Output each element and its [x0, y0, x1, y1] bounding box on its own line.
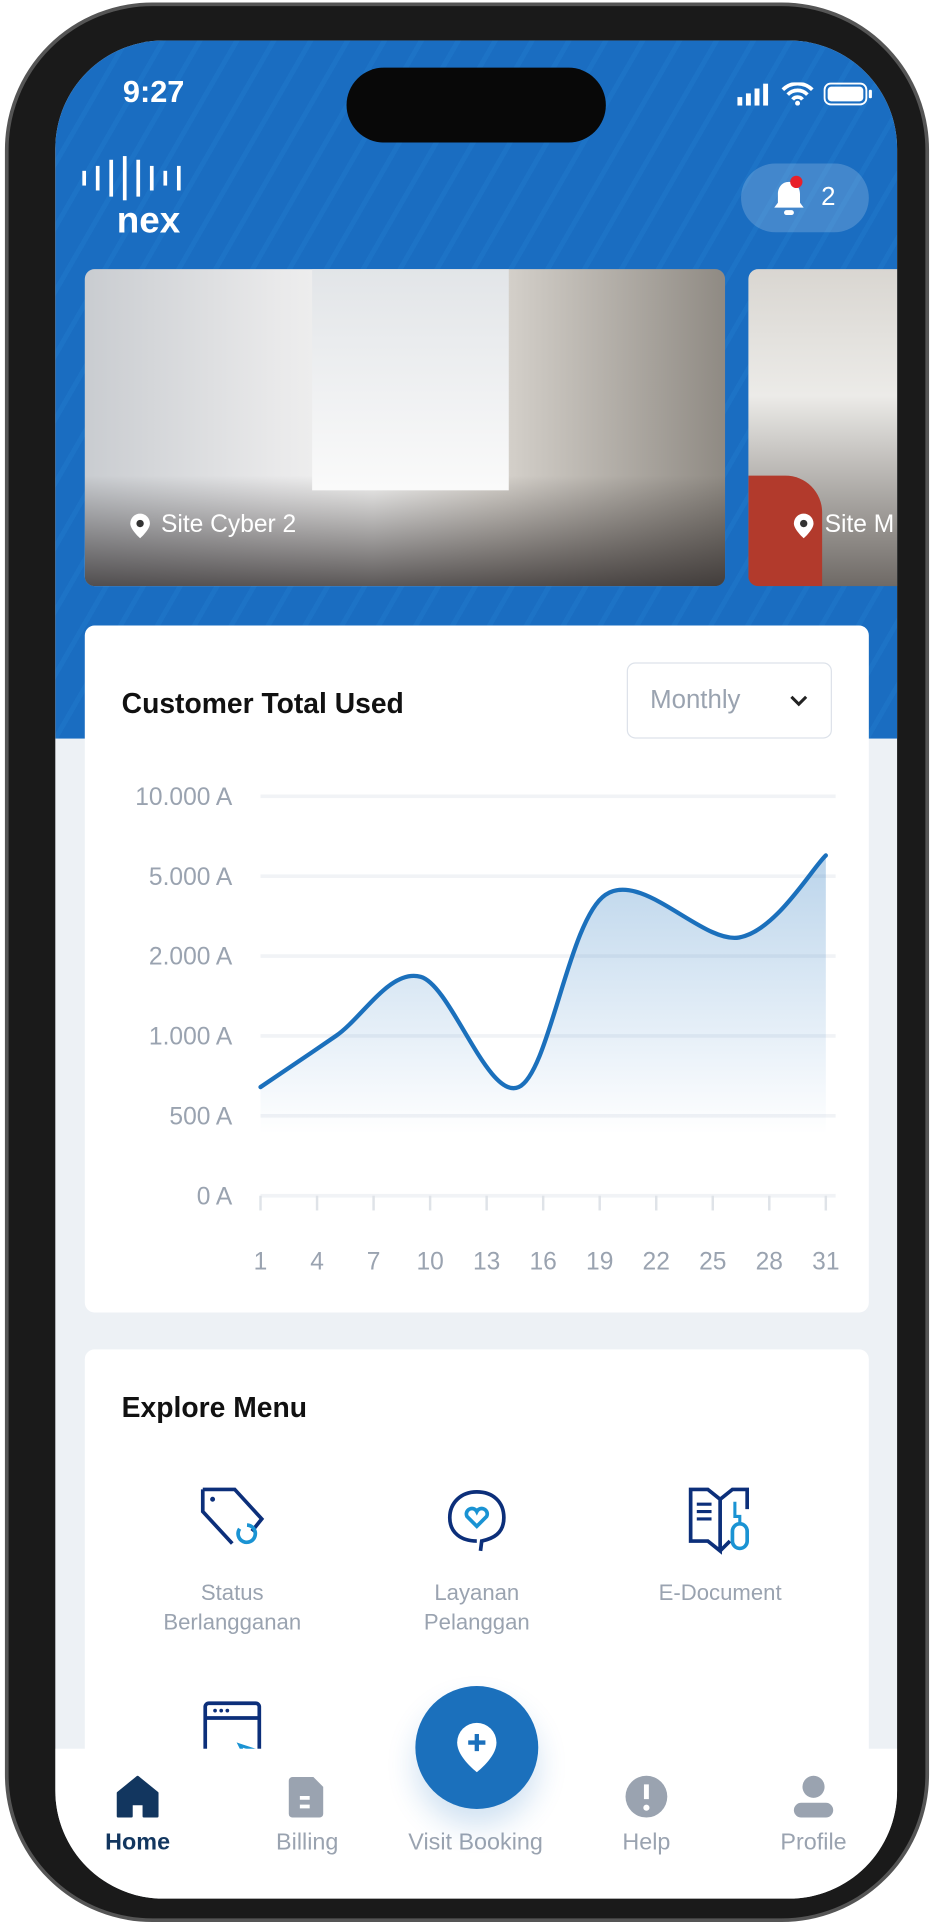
x-tick-label: 19 [586, 1248, 613, 1275]
location-pin-icon [793, 513, 814, 538]
site-label: Site M [824, 511, 895, 539]
series-line [258, 853, 828, 1091]
period-select[interactable]: Monthly [626, 662, 832, 739]
signal-icon [737, 83, 769, 106]
nav-label: Help [622, 1829, 671, 1856]
phone-frame: 9:27 nex 2 Site Cyber 2 Site M Customer … [4, 2, 930, 1922]
bell-icon [774, 181, 804, 216]
x-tick-label: 28 [756, 1248, 783, 1275]
nav-label: Billing [276, 1829, 339, 1856]
x-tick-label: 16 [530, 1248, 557, 1275]
usage-title: Customer Total Used [121, 686, 404, 719]
status-icons [737, 82, 872, 106]
y-tick-label: 5.000 A [149, 864, 233, 891]
x-tick-label: 25 [699, 1248, 726, 1275]
notification-dot [790, 175, 803, 189]
nex-logo: nex [82, 154, 181, 242]
nav-home[interactable]: Home [70, 1773, 205, 1857]
nav-profile[interactable]: Profile [746, 1773, 881, 1857]
chat-heart-icon [447, 1490, 506, 1552]
y-tick-label: 10.000 A [135, 784, 233, 811]
nav-billing[interactable]: Billing [240, 1773, 375, 1857]
y-tick-label: 2.000 A [149, 944, 233, 971]
logo-text: nex [116, 200, 181, 241]
home-icon [116, 1775, 159, 1818]
menu-label: Status [200, 1580, 264, 1605]
y-tick-label: 1.000 A [149, 1024, 233, 1051]
screen: 9:27 nex 2 Site Cyber 2 Site M Customer … [55, 40, 898, 1899]
menu-label: Pelanggan [423, 1609, 530, 1635]
menu-label: E-Document [658, 1580, 782, 1605]
status-time: 9:27 [122, 74, 185, 110]
x-tick-label: 13 [473, 1248, 500, 1275]
wifi-icon [781, 82, 814, 106]
y-tick-label: 500 A [169, 1103, 232, 1130]
nav-help[interactable]: Help [579, 1773, 714, 1857]
menu-status-berlangganan[interactable]: Status Berlangganan [122, 1482, 343, 1637]
help-alert-icon [625, 1775, 668, 1818]
explore-title: Explore Menu [121, 1391, 307, 1424]
profile-icon [793, 1775, 834, 1818]
nav-visit-booking[interactable]: Visit Booking [390, 1830, 562, 1857]
location-pin-icon [130, 513, 150, 538]
book-mouse-icon [688, 1487, 750, 1555]
chevron-down-icon [790, 695, 808, 707]
nav-label: Visit Booking [408, 1829, 543, 1856]
menu-layanan-pelanggan[interactable]: Layanan Pelanggan [366, 1482, 587, 1637]
period-value: Monthly [650, 685, 741, 714]
x-tick-label: 31 [812, 1248, 839, 1275]
menu-label: Berlangganan [163, 1609, 302, 1635]
billing-document-icon [288, 1776, 324, 1818]
notification-count: 2 [821, 183, 836, 212]
usage-card: Customer Total Used Monthly 0 A 500 A 1.00… [84, 625, 869, 1313]
location-add-icon [457, 1722, 497, 1773]
x-tick-label: 4 [310, 1248, 324, 1275]
x-tick-label: 22 [643, 1248, 670, 1275]
y-tick-label: 0 A [197, 1183, 233, 1210]
site-label: Site Cyber 2 [160, 511, 297, 539]
menu-label: Layanan [434, 1580, 520, 1605]
nav-label: Profile [780, 1829, 847, 1856]
series-area [260, 855, 826, 1135]
site-card[interactable]: Site Cyber 2 [84, 269, 726, 587]
battery-icon [823, 82, 872, 106]
price-tag-icon [200, 1487, 265, 1545]
notification-button[interactable]: 2 [741, 163, 869, 233]
usage-chart: 0 A 500 A 1.000 A 2.000 A 5.000 A 10.000 A 1 4 7… [135, 784, 839, 1276]
site-card[interactable]: Site M [748, 269, 898, 587]
x-tick-label: 1 [254, 1248, 268, 1275]
dynamic-island [346, 67, 606, 143]
x-tick-label: 10 [416, 1248, 443, 1275]
nav-label: Home [105, 1829, 171, 1856]
x-tick-label: 7 [367, 1248, 381, 1275]
menu-e-document[interactable]: E-Document [610, 1482, 831, 1607]
visit-booking-button[interactable] [415, 1686, 539, 1809]
